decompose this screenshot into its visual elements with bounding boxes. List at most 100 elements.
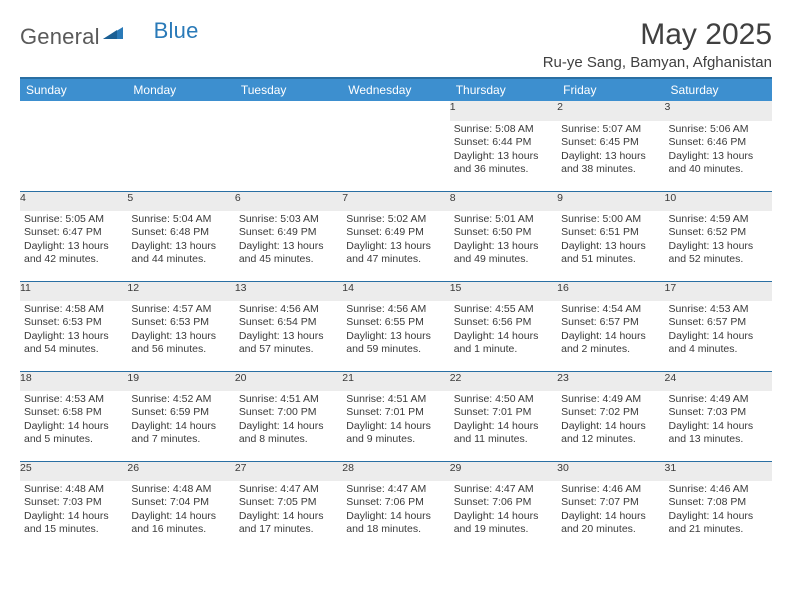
day-cell: Sunrise: 5:08 AMSunset: 6:44 PMDaylight:… <box>450 121 557 191</box>
brand-triangle-icon <box>103 25 123 44</box>
day-cell: Sunrise: 5:06 AMSunset: 6:46 PMDaylight:… <box>665 121 772 191</box>
day-number-cell: 2 <box>557 101 664 121</box>
calendar-page: General Blue May 2025 Ru-ye Sang, Bamyan… <box>0 0 792 561</box>
day-content: Sunrise: 4:58 AMSunset: 6:53 PMDaylight:… <box>20 301 127 359</box>
day-cell: Sunrise: 4:48 AMSunset: 7:03 PMDaylight:… <box>20 481 127 551</box>
day-number-cell: 19 <box>127 371 234 391</box>
day-content: Sunrise: 5:01 AMSunset: 6:50 PMDaylight:… <box>450 211 557 269</box>
day-cell: Sunrise: 5:03 AMSunset: 6:49 PMDaylight:… <box>235 211 342 281</box>
day-cell: Sunrise: 4:50 AMSunset: 7:01 PMDaylight:… <box>450 391 557 461</box>
day-cell: Sunrise: 4:53 AMSunset: 6:57 PMDaylight:… <box>665 301 772 371</box>
day-cell: Sunrise: 4:57 AMSunset: 6:53 PMDaylight:… <box>127 301 234 371</box>
day-number-cell: 12 <box>127 281 234 301</box>
day-content: Sunrise: 4:51 AMSunset: 7:00 PMDaylight:… <box>235 391 342 449</box>
day-cell: Sunrise: 4:47 AMSunset: 7:05 PMDaylight:… <box>235 481 342 551</box>
day-cell: Sunrise: 5:07 AMSunset: 6:45 PMDaylight:… <box>557 121 664 191</box>
day-content: Sunrise: 4:54 AMSunset: 6:57 PMDaylight:… <box>557 301 664 359</box>
day-cell <box>342 121 449 191</box>
day-cell: Sunrise: 4:59 AMSunset: 6:52 PMDaylight:… <box>665 211 772 281</box>
day-cell: Sunrise: 4:51 AMSunset: 7:00 PMDaylight:… <box>235 391 342 461</box>
day-cell: Sunrise: 4:51 AMSunset: 7:01 PMDaylight:… <box>342 391 449 461</box>
month-title: May 2025 <box>543 18 772 52</box>
day-number-cell <box>127 101 234 121</box>
day-content: Sunrise: 5:03 AMSunset: 6:49 PMDaylight:… <box>235 211 342 269</box>
day-number-cell: 5 <box>127 191 234 211</box>
day-cell: Sunrise: 4:47 AMSunset: 7:06 PMDaylight:… <box>342 481 449 551</box>
day-content: Sunrise: 4:51 AMSunset: 7:01 PMDaylight:… <box>342 391 449 449</box>
day-number-cell <box>20 101 127 121</box>
weekday-header: Wednesday <box>342 78 449 101</box>
day-cell <box>20 121 127 191</box>
day-cell: Sunrise: 4:56 AMSunset: 6:54 PMDaylight:… <box>235 301 342 371</box>
day-content: Sunrise: 4:47 AMSunset: 7:06 PMDaylight:… <box>342 481 449 539</box>
brand-text-blue: Blue <box>154 18 199 44</box>
day-content: Sunrise: 4:49 AMSunset: 7:03 PMDaylight:… <box>665 391 772 449</box>
day-cell <box>127 121 234 191</box>
day-cell: Sunrise: 4:52 AMSunset: 6:59 PMDaylight:… <box>127 391 234 461</box>
calendar-table: SundayMondayTuesdayWednesdayThursdayFrid… <box>20 77 772 551</box>
day-number-cell: 6 <box>235 191 342 211</box>
weekday-header: Monday <box>127 78 234 101</box>
header: General Blue May 2025 Ru-ye Sang, Bamyan… <box>20 18 772 71</box>
brand-text-gray: General <box>20 24 100 50</box>
day-cell: Sunrise: 4:56 AMSunset: 6:55 PMDaylight:… <box>342 301 449 371</box>
day-number-cell: 25 <box>20 461 127 481</box>
day-content: Sunrise: 4:53 AMSunset: 6:57 PMDaylight:… <box>665 301 772 359</box>
day-content: Sunrise: 4:50 AMSunset: 7:01 PMDaylight:… <box>450 391 557 449</box>
day-cell: Sunrise: 4:47 AMSunset: 7:06 PMDaylight:… <box>450 481 557 551</box>
day-cell: Sunrise: 4:53 AMSunset: 6:58 PMDaylight:… <box>20 391 127 461</box>
day-cell: Sunrise: 4:48 AMSunset: 7:04 PMDaylight:… <box>127 481 234 551</box>
day-number-cell: 24 <box>665 371 772 391</box>
day-content: Sunrise: 4:49 AMSunset: 7:02 PMDaylight:… <box>557 391 664 449</box>
day-cell: Sunrise: 4:54 AMSunset: 6:57 PMDaylight:… <box>557 301 664 371</box>
day-number-cell: 1 <box>450 101 557 121</box>
day-number-cell: 17 <box>665 281 772 301</box>
day-cell: Sunrise: 4:55 AMSunset: 6:56 PMDaylight:… <box>450 301 557 371</box>
day-number-cell: 30 <box>557 461 664 481</box>
day-content: Sunrise: 5:07 AMSunset: 6:45 PMDaylight:… <box>557 121 664 179</box>
day-number-cell: 15 <box>450 281 557 301</box>
day-content: Sunrise: 4:59 AMSunset: 6:52 PMDaylight:… <box>665 211 772 269</box>
day-number-cell: 18 <box>20 371 127 391</box>
day-number-cell: 31 <box>665 461 772 481</box>
day-content: Sunrise: 5:00 AMSunset: 6:51 PMDaylight:… <box>557 211 664 269</box>
day-content: Sunrise: 4:56 AMSunset: 6:55 PMDaylight:… <box>342 301 449 359</box>
day-number-cell: 14 <box>342 281 449 301</box>
day-cell: Sunrise: 5:01 AMSunset: 6:50 PMDaylight:… <box>450 211 557 281</box>
day-content: Sunrise: 4:56 AMSunset: 6:54 PMDaylight:… <box>235 301 342 359</box>
title-block: May 2025 Ru-ye Sang, Bamyan, Afghanistan <box>543 18 772 71</box>
day-content: Sunrise: 5:05 AMSunset: 6:47 PMDaylight:… <box>20 211 127 269</box>
day-number-cell: 7 <box>342 191 449 211</box>
day-content: Sunrise: 4:55 AMSunset: 6:56 PMDaylight:… <box>450 301 557 359</box>
day-content: Sunrise: 5:08 AMSunset: 6:44 PMDaylight:… <box>450 121 557 179</box>
day-content: Sunrise: 4:48 AMSunset: 7:03 PMDaylight:… <box>20 481 127 539</box>
day-number-cell: 10 <box>665 191 772 211</box>
day-cell: Sunrise: 5:04 AMSunset: 6:48 PMDaylight:… <box>127 211 234 281</box>
day-number-cell: 23 <box>557 371 664 391</box>
day-cell: Sunrise: 4:58 AMSunset: 6:53 PMDaylight:… <box>20 301 127 371</box>
day-number-cell: 9 <box>557 191 664 211</box>
day-cell <box>235 121 342 191</box>
day-content: Sunrise: 4:47 AMSunset: 7:05 PMDaylight:… <box>235 481 342 539</box>
calendar-header-row: SundayMondayTuesdayWednesdayThursdayFrid… <box>20 78 772 101</box>
day-content: Sunrise: 4:46 AMSunset: 7:08 PMDaylight:… <box>665 481 772 539</box>
day-number-cell: 4 <box>20 191 127 211</box>
day-number-cell: 8 <box>450 191 557 211</box>
weekday-header: Thursday <box>450 78 557 101</box>
day-number-cell: 27 <box>235 461 342 481</box>
weekday-header: Sunday <box>20 78 127 101</box>
day-content: Sunrise: 4:57 AMSunset: 6:53 PMDaylight:… <box>127 301 234 359</box>
day-number-cell <box>342 101 449 121</box>
day-number-cell: 28 <box>342 461 449 481</box>
day-content: Sunrise: 4:48 AMSunset: 7:04 PMDaylight:… <box>127 481 234 539</box>
day-cell: Sunrise: 4:49 AMSunset: 7:02 PMDaylight:… <box>557 391 664 461</box>
weekday-header: Tuesday <box>235 78 342 101</box>
day-cell: Sunrise: 4:46 AMSunset: 7:08 PMDaylight:… <box>665 481 772 551</box>
day-number-cell: 11 <box>20 281 127 301</box>
day-number-cell: 26 <box>127 461 234 481</box>
day-cell: Sunrise: 4:49 AMSunset: 7:03 PMDaylight:… <box>665 391 772 461</box>
weekday-header: Friday <box>557 78 664 101</box>
day-cell: Sunrise: 5:02 AMSunset: 6:49 PMDaylight:… <box>342 211 449 281</box>
day-content: Sunrise: 5:06 AMSunset: 6:46 PMDaylight:… <box>665 121 772 179</box>
day-number-cell: 13 <box>235 281 342 301</box>
